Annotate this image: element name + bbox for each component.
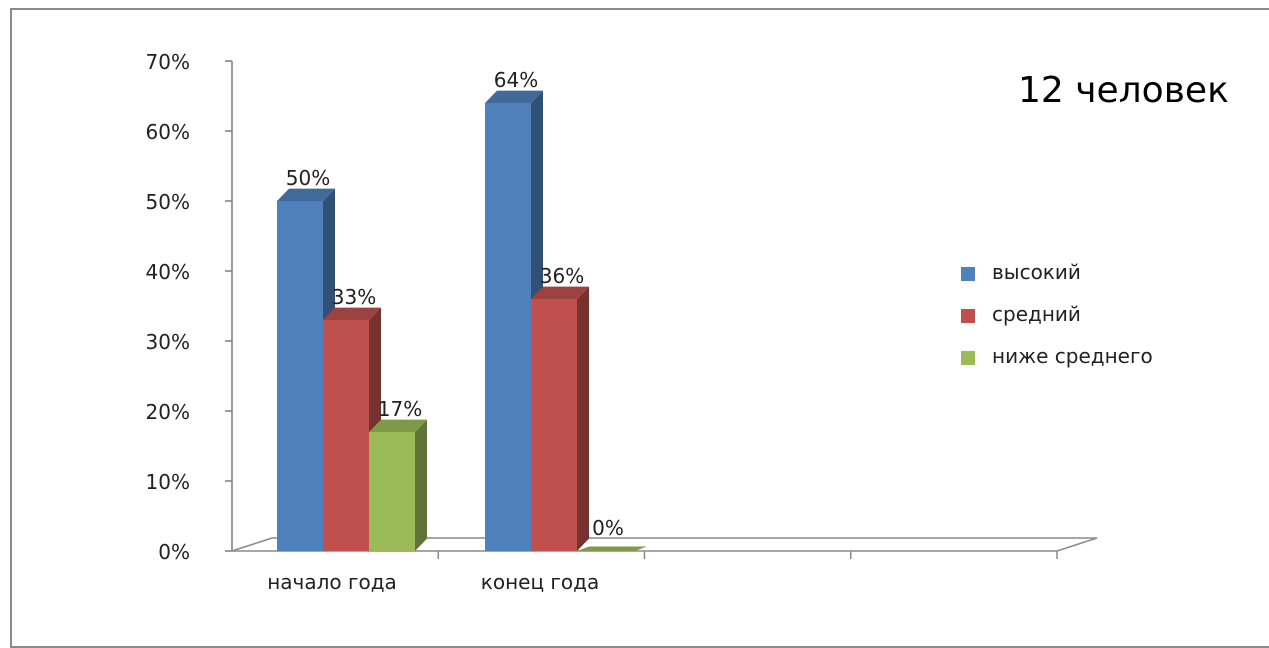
bar-0-2 <box>369 419 427 551</box>
y-tick-label: 50% <box>146 190 190 214</box>
legend-swatch <box>961 309 975 323</box>
category-label: начало года <box>267 570 397 594</box>
bar-1-2 <box>577 546 647 551</box>
legend-swatch <box>961 351 975 365</box>
y-tick-label: 60% <box>146 120 190 144</box>
category-label: конец года <box>481 570 600 594</box>
legend-swatch <box>961 267 975 281</box>
data-label: 33% <box>332 285 376 309</box>
bar-1-1 <box>531 286 589 551</box>
data-label: 0% <box>592 516 624 540</box>
legend-label: средний <box>992 302 1081 326</box>
y-tick-label: 70% <box>146 50 190 74</box>
data-label: 36% <box>540 264 584 288</box>
y-tick-label: 10% <box>146 470 190 494</box>
y-tick-label: 20% <box>146 400 190 424</box>
y-tick-label: 0% <box>158 540 190 564</box>
data-label: 50% <box>286 166 330 190</box>
chart-floor <box>231 537 1098 552</box>
bar-chart: 0% 10% 20% 30% 40% 50% 60% 70% 50% 33% 17% начало г… <box>146 50 1153 594</box>
legend-label: ниже среднего <box>992 344 1153 368</box>
data-label: 64% <box>494 68 538 92</box>
legend-label: высокий <box>992 260 1081 284</box>
y-tick-label: 40% <box>146 260 190 284</box>
participant-count-note: 12 человек <box>1018 70 1229 111</box>
data-label: 17% <box>378 397 422 421</box>
y-tick-label: 30% <box>146 330 190 354</box>
